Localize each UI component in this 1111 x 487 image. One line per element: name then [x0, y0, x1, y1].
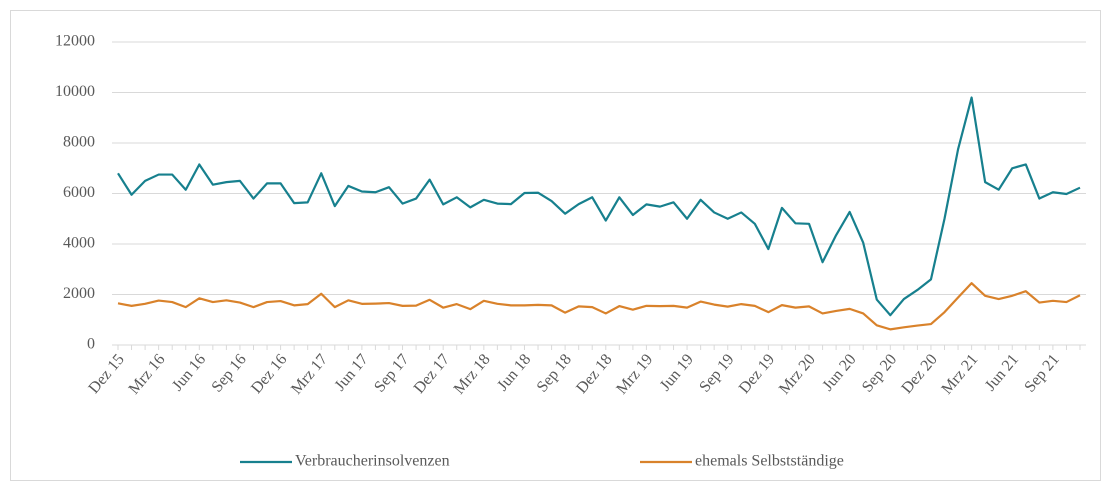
legend-label: ehemals Selbstständige — [695, 453, 844, 470]
y-tick-label: 0 — [87, 336, 95, 353]
y-tick-label: 4000 — [63, 235, 95, 252]
y-tick-label: 12000 — [55, 33, 95, 50]
y-tick-label: 10000 — [55, 83, 95, 100]
chart-frame — [10, 10, 1101, 481]
legend-label: Verbraucherinsolvenzen — [295, 453, 450, 470]
y-tick-label: 8000 — [63, 134, 95, 151]
series-line — [117, 282, 1081, 331]
y-tick-label: 6000 — [63, 184, 95, 201]
series-line — [117, 96, 1081, 317]
y-tick-label: 2000 — [63, 285, 95, 302]
